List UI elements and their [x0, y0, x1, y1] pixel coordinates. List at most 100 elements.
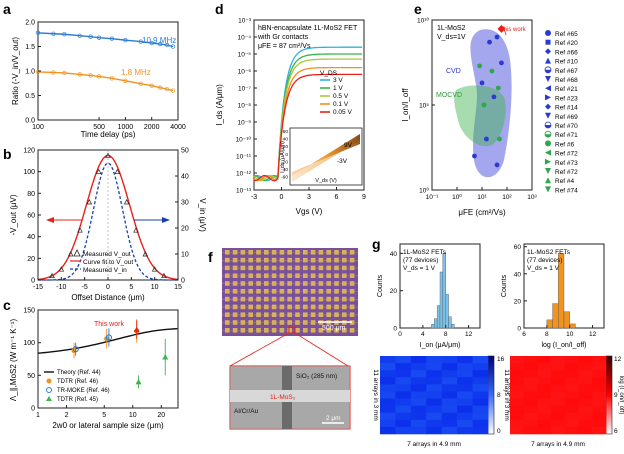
panel-g-heatmap-right-cell	[551, 426, 566, 435]
panel-g-heatmap-right-cell	[592, 426, 607, 435]
panel-c-ytick-label: 150	[23, 308, 35, 315]
legend-item-curve-fit: Curve fit to V_out	[83, 259, 133, 266]
panel-e-xtick-label: 10¹	[477, 194, 487, 201]
panel-e-legend-label: Ref #14	[555, 105, 578, 112]
panel-a-ytick-label: 0.5	[25, 93, 35, 100]
panel-e-legend-symbol	[545, 112, 551, 119]
panel-d-ytick-label: 10⁻³	[238, 18, 252, 25]
panel-e-point	[489, 68, 495, 74]
panel-g-colorbar-right-label: log (I_on/I_off)	[618, 376, 624, 415]
legend-trmoke-symbol	[46, 387, 52, 393]
panel-g-hist-ytick-label: 60	[514, 244, 522, 251]
panel-g-colorbar-left-tick: 16	[497, 356, 505, 363]
panel-g-hist-bar	[439, 271, 444, 329]
panel-b-ytick-right-label: 0	[181, 278, 185, 285]
panel-d-inset-ytick-label: -40	[281, 167, 288, 173]
panel-g-hist-left-sub2: V_ds = 1 V	[403, 265, 436, 272]
panel-g-hist-bar	[442, 253, 446, 329]
panel-a-point	[35, 30, 41, 35]
panel-g-heatmap-right-cell	[551, 377, 566, 385]
panel-g-heatmap-left-cell	[441, 419, 458, 428]
panel-a-point	[170, 44, 176, 49]
panel-c-marks	[37, 319, 178, 389]
panel-g-heatmap-right-cell	[523, 356, 538, 364]
panel-c-point	[72, 346, 79, 353]
panel-c-point	[162, 354, 169, 360]
panel-g-heatmap-left-cell	[441, 398, 458, 406]
panel-e-point	[495, 85, 501, 91]
panel-d-ytick-label: 10⁻⁹	[238, 120, 252, 127]
panel-f-scale-bottom: 2 μm	[326, 415, 341, 422]
panel-e-point	[494, 162, 500, 168]
panel-g-heatmap-left-cell	[472, 356, 489, 364]
panel-e-legend-symbol	[545, 57, 551, 64]
panel-g-heatmap-left-cell	[380, 419, 396, 428]
panel-g-heatmap-right-cell	[578, 398, 593, 406]
panel-g-hist-right-sub2: V_ds = 1 V	[527, 265, 560, 272]
panel-e-cvd-label: CVD	[446, 68, 461, 75]
panel-c-legend: Theory (Ref. 44) TDTR (Ref. 46) TR-MOKE …	[44, 370, 110, 403]
panel-g-hist-right-xlabel: log (I_on/I_off)	[541, 342, 586, 349]
panel-g-hist-left-ylabel: Counts	[377, 274, 384, 297]
panel-g-heatmap-right-cell	[564, 384, 579, 392]
panel-g-heatmap-left-cell	[472, 363, 489, 371]
panel-a-ylabel: Ratio (-V_in/V_out)	[11, 37, 20, 105]
panel-d-legend-label: 1 V	[333, 85, 343, 92]
panel-a-xtick-label: 500	[93, 124, 105, 131]
panel-b-ytick-left-label: 100	[23, 169, 35, 176]
panel-e-legend-symbol-fill	[545, 134, 551, 138]
panel-g-hist-bar	[563, 311, 570, 329]
panel-g-heatmap-right-cell	[564, 426, 579, 435]
panel-g-heatmap-left-cell	[395, 412, 412, 421]
panel-d-transfer-curve	[253, 73, 363, 182]
panel-b-xtick-label: 10	[151, 284, 159, 291]
panel-e-this-work-label: This work	[500, 27, 527, 33]
panel-g-heatmap-left-cell	[380, 377, 396, 385]
panel-b-xtick-label: -5	[82, 284, 88, 291]
panel-d-xtick-label: 3	[307, 194, 311, 201]
panel-letter-f: f	[208, 249, 213, 265]
panel-e-xtick-label: 10⁰	[452, 193, 462, 201]
panel-d-xtick-label: 9	[362, 194, 366, 201]
panel-b-measured-point	[114, 168, 121, 175]
panel-d-ytick-label: 10⁻⁶	[238, 69, 252, 76]
panel-b-measured-point	[142, 251, 149, 257]
panel-a-point	[77, 33, 82, 38]
panel-g-hist-xtick-label: 12	[465, 331, 473, 338]
panel-f-scale-top: 500 μm	[322, 325, 346, 332]
panel-f-label-mos2: 1L-MoS₂	[270, 394, 296, 401]
panel-g-hist-xtick-label: 4	[421, 331, 425, 338]
panel-g-heatmap-left-cell	[457, 391, 473, 399]
panel-g-heatmap-right-cell	[551, 405, 566, 414]
panel-g-heatmap-left-cell	[457, 377, 473, 385]
panel-b-ytick-right-label: 50	[181, 148, 189, 155]
panel-a-point	[109, 76, 115, 81]
panel-c-theory-curve	[37, 328, 178, 354]
panel-b-left-arrow	[46, 217, 54, 223]
panel-a-xtick-label: 100	[32, 124, 44, 131]
panel-e-ytick-label: 10⁰	[419, 187, 429, 195]
panel-g-hist-left-ticks: 0 4 8 12 0 20 40	[390, 251, 473, 338]
panel-g-hist-left-title: 1L-MoS2 FETs	[403, 249, 447, 256]
panel-d-ylabel: I_ds (A/μm)	[215, 84, 224, 126]
panel-g-heatmap-left-cell	[426, 426, 443, 435]
panel-e-legend-symbol	[545, 186, 551, 193]
panel-g-heatmap-left-cell	[395, 419, 412, 428]
panel-g-hist-right-ylabel: Counts	[501, 274, 508, 297]
panel-g-heatmap-left-cell	[472, 377, 489, 385]
panel-g-heatmap-left-cell	[472, 384, 489, 392]
panel-g-hist-bar	[569, 323, 576, 329]
panel-g-heatmap-left-cell	[441, 391, 458, 399]
panel-e-legend-label: Ref #6	[555, 141, 575, 148]
panel-g-hist-ytick-label: 20	[514, 298, 522, 305]
panel-a-point	[88, 73, 93, 78]
panel-a-point	[51, 31, 56, 36]
panel-g-heatmap-right-cell	[510, 370, 525, 378]
panel-g-heatmap-left-cell	[457, 356, 473, 364]
panel-a-point	[149, 40, 154, 46]
panel-g-heatmap-left-cell	[457, 370, 473, 378]
panel-e-point	[487, 39, 492, 45]
panel-g-colorbar-right	[605, 355, 613, 435]
panel-b-xtick-label: -15	[33, 284, 43, 291]
